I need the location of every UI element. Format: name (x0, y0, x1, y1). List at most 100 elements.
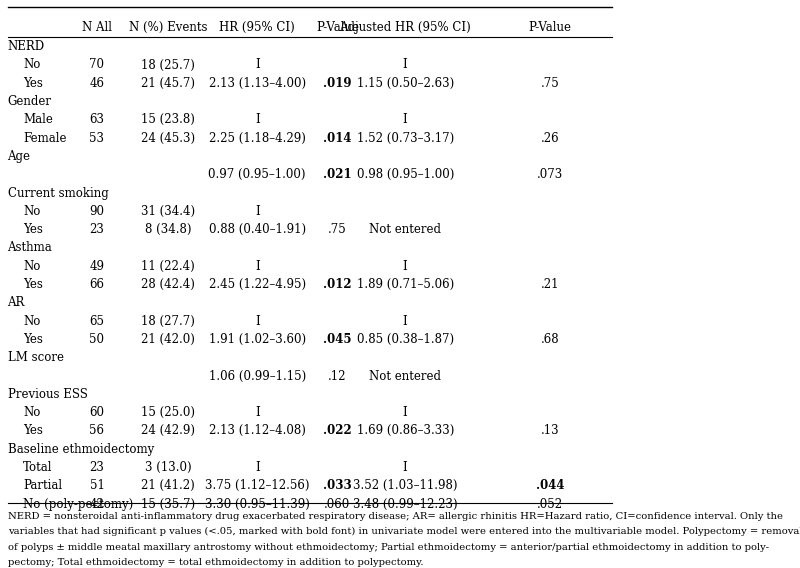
Text: .12: .12 (328, 370, 346, 383)
Text: AR: AR (7, 296, 25, 310)
Text: .033: .033 (323, 479, 352, 492)
Text: 3.48 (0.99–12.23): 3.48 (0.99–12.23) (353, 498, 458, 511)
Text: 0.97 (0.95–1.00): 0.97 (0.95–1.00) (209, 168, 306, 181)
Text: No: No (23, 205, 40, 218)
Text: Yes: Yes (23, 77, 43, 90)
Text: 2.13 (1.13–4.00): 2.13 (1.13–4.00) (209, 77, 306, 90)
Text: 8 (34.8): 8 (34.8) (145, 223, 191, 236)
Text: .21: .21 (541, 278, 559, 291)
Text: Yes: Yes (23, 223, 43, 236)
Text: Male: Male (23, 114, 53, 127)
Text: 42: 42 (90, 498, 104, 511)
Text: 53: 53 (90, 132, 105, 145)
Text: 23: 23 (90, 223, 104, 236)
Text: 21 (41.2): 21 (41.2) (141, 479, 194, 492)
Text: I: I (255, 406, 260, 419)
Text: 11 (22.4): 11 (22.4) (141, 260, 194, 273)
Text: 24 (42.9): 24 (42.9) (141, 424, 195, 437)
Text: .019: .019 (323, 77, 352, 90)
Text: 23: 23 (90, 461, 104, 474)
Text: of polyps ± middle meatal maxillary antrostomy without ethmoidectomy; Partial et: of polyps ± middle meatal maxillary antr… (7, 542, 769, 552)
Text: Not entered: Not entered (370, 223, 442, 236)
Text: .021: .021 (323, 168, 352, 181)
Text: .045: .045 (323, 333, 352, 346)
Text: .75: .75 (541, 77, 559, 90)
Text: .26: .26 (541, 132, 559, 145)
Text: HR (95% CI): HR (95% CI) (219, 21, 295, 34)
Text: 0.98 (0.95–1.00): 0.98 (0.95–1.00) (357, 168, 454, 181)
Text: Current smoking: Current smoking (7, 186, 108, 199)
Text: .012: .012 (323, 278, 352, 291)
Text: 1.91 (1.02–3.60): 1.91 (1.02–3.60) (209, 333, 306, 346)
Text: 1.89 (0.71–5.06): 1.89 (0.71–5.06) (357, 278, 454, 291)
Text: I: I (255, 59, 260, 72)
Text: No: No (23, 406, 40, 419)
Text: 0.88 (0.40–1.91): 0.88 (0.40–1.91) (209, 223, 306, 236)
Text: NERD = nonsteroidal anti-inflammatory drug exacerbated respiratory disease; AR= : NERD = nonsteroidal anti-inflammatory dr… (7, 512, 782, 520)
Text: I: I (255, 461, 260, 474)
Text: 31 (34.4): 31 (34.4) (141, 205, 195, 218)
Text: .022: .022 (323, 424, 352, 437)
Text: .68: .68 (541, 333, 559, 346)
Text: .13: .13 (541, 424, 559, 437)
Text: No (poly-pectomy): No (poly-pectomy) (23, 498, 134, 511)
Text: 18 (27.7): 18 (27.7) (141, 315, 194, 328)
Text: 18 (25.7): 18 (25.7) (141, 59, 194, 72)
Text: No: No (23, 315, 40, 328)
Text: 46: 46 (90, 77, 105, 90)
Text: 15 (23.8): 15 (23.8) (141, 114, 194, 127)
Text: 60: 60 (90, 406, 105, 419)
Text: I: I (403, 59, 407, 72)
Text: 1.15 (0.50–2.63): 1.15 (0.50–2.63) (357, 77, 454, 90)
Text: Baseline ethmoidectomy: Baseline ethmoidectomy (7, 442, 154, 456)
Text: 1.69 (0.86–3.33): 1.69 (0.86–3.33) (357, 424, 454, 437)
Text: 65: 65 (90, 315, 105, 328)
Text: I: I (403, 406, 407, 419)
Text: pectomy; Total ethmoidectomy = total ethmoidectomy in addition to polypectomy.: pectomy; Total ethmoidectomy = total eth… (7, 558, 423, 567)
Text: 21 (45.7): 21 (45.7) (141, 77, 195, 90)
Text: No: No (23, 59, 40, 72)
Text: Yes: Yes (23, 424, 43, 437)
Text: Total: Total (23, 461, 53, 474)
Text: I: I (403, 260, 407, 273)
Text: 90: 90 (90, 205, 105, 218)
Text: .75: .75 (328, 223, 346, 236)
Text: 0.85 (0.38–1.87): 0.85 (0.38–1.87) (357, 333, 454, 346)
Text: 2.45 (1.22–4.95): 2.45 (1.22–4.95) (209, 278, 306, 291)
Text: Yes: Yes (23, 278, 43, 291)
Text: Yes: Yes (23, 333, 43, 346)
Text: N All: N All (82, 21, 112, 34)
Text: 3 (13.0): 3 (13.0) (145, 461, 191, 474)
Text: 24 (45.3): 24 (45.3) (141, 132, 195, 145)
Text: 15 (35.7): 15 (35.7) (141, 498, 195, 511)
Text: 1.06 (0.99–1.15): 1.06 (0.99–1.15) (209, 370, 306, 383)
Text: 2.13 (1.12–4.08): 2.13 (1.12–4.08) (209, 424, 306, 437)
Text: I: I (403, 315, 407, 328)
Text: 1.52 (0.73–3.17): 1.52 (0.73–3.17) (357, 132, 454, 145)
Text: variables that had significant p values (<.05, marked with bold font) in univari: variables that had significant p values … (7, 527, 800, 536)
Text: N (%) Events: N (%) Events (129, 21, 207, 34)
Text: I: I (403, 114, 407, 127)
Text: .060: .060 (324, 498, 350, 511)
Text: .044: .044 (536, 479, 564, 492)
Text: Female: Female (23, 132, 66, 145)
Text: 56: 56 (90, 424, 105, 437)
Text: 50: 50 (90, 333, 105, 346)
Text: I: I (255, 260, 260, 273)
Text: No: No (23, 260, 40, 273)
Text: 51: 51 (90, 479, 104, 492)
Text: NERD: NERD (7, 40, 45, 53)
Text: 21 (42.0): 21 (42.0) (141, 333, 194, 346)
Text: 66: 66 (90, 278, 105, 291)
Text: 3.75 (1.12–12.56): 3.75 (1.12–12.56) (205, 479, 310, 492)
Text: 63: 63 (90, 114, 105, 127)
Text: I: I (255, 315, 260, 328)
Text: 15 (25.0): 15 (25.0) (141, 406, 195, 419)
Text: 49: 49 (90, 260, 105, 273)
Text: 2.25 (1.18–4.29): 2.25 (1.18–4.29) (209, 132, 306, 145)
Text: Not entered: Not entered (370, 370, 442, 383)
Text: 3.30 (0.95–11.39): 3.30 (0.95–11.39) (205, 498, 310, 511)
Text: Asthma: Asthma (7, 241, 52, 254)
Text: Age: Age (7, 150, 30, 163)
Text: 70: 70 (90, 59, 105, 72)
